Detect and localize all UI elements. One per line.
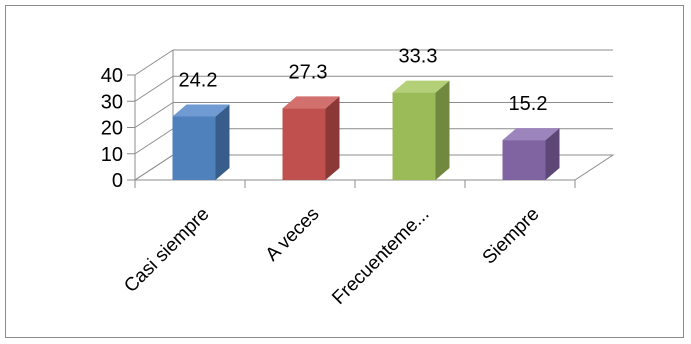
gridline-diagonal	[134, 102, 174, 128]
bar-side	[545, 128, 560, 180]
data-label: 33.3	[399, 46, 438, 68]
gridline-diagonal	[134, 128, 174, 155]
bar-front	[282, 108, 326, 180]
bar-top	[282, 96, 340, 109]
y-tick-label: 0	[112, 170, 123, 192]
bar-front	[392, 92, 436, 180]
bar-front	[502, 140, 546, 180]
y-axis-ticks: 0 10 20 30 40	[101, 65, 576, 192]
category-label: Siempre	[479, 204, 544, 269]
y-tick-label: 10	[101, 144, 123, 166]
gridline-diagonal	[134, 49, 174, 76]
bar-side	[325, 96, 340, 180]
y-tick-label: 20	[101, 118, 123, 140]
bar	[392, 80, 450, 180]
bar	[172, 104, 230, 180]
bar	[502, 128, 560, 180]
category-label: A veces	[262, 204, 324, 266]
x-axis-labels: Casi siempre A veces Frecuenteme... Siempre	[120, 204, 543, 309]
y-tick-label: 30	[101, 91, 123, 113]
gridline-diagonal	[134, 154, 174, 181]
bars	[172, 80, 560, 180]
category-label: Casi siempre	[120, 204, 213, 297]
bar-side	[215, 104, 230, 180]
y-tick-label: 40	[101, 65, 123, 87]
data-label: 27.3	[289, 61, 328, 83]
category-label: Frecuenteme...	[328, 204, 433, 309]
bar-top	[502, 128, 560, 141]
gridline-diagonal	[134, 75, 174, 102]
bar-side	[435, 80, 450, 180]
bar-top	[172, 104, 230, 117]
bar-top	[392, 80, 450, 93]
bar	[282, 96, 340, 180]
bar-front	[172, 116, 216, 180]
data-labels: 24.2 27.3 33.3 15.2	[179, 46, 548, 116]
data-label: 24.2	[179, 69, 218, 91]
data-label: 15.2	[509, 93, 548, 115]
